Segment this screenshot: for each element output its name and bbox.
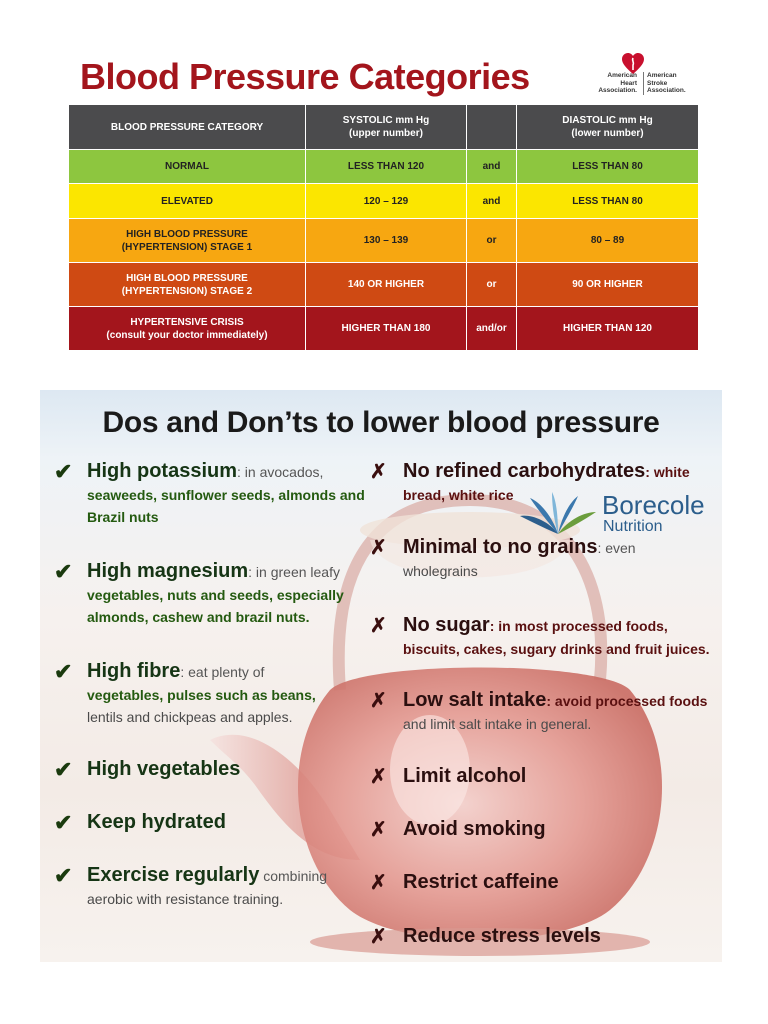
table-row: ELEVATED 120 – 129 and LESS THAN 80 — [68, 183, 699, 219]
cross-icon: ✗ — [370, 872, 387, 894]
asa-right-text: American Stroke Association. — [643, 72, 697, 95]
brand-sub: Nutrition — [603, 518, 663, 535]
cross-icon: ✗ — [370, 819, 387, 841]
category-cell: HIGH BLOOD PRESSURE (HYPERTENSION) STAGE… — [68, 262, 306, 307]
connector-cell: and — [466, 183, 517, 219]
connector-cell: and — [466, 149, 517, 184]
systolic-cell: LESS THAN 120 — [305, 149, 467, 184]
check-icon: ✔ — [54, 459, 73, 484]
borecole-logo: Borecole Nutrition — [518, 490, 718, 540]
table-row: HYPERTENSIVE CRISIS (consult your doctor… — [68, 306, 699, 351]
page-title: Blood Pressure Categories — [80, 56, 530, 97]
check-icon: ✔ — [54, 810, 73, 835]
cross-icon: ✗ — [370, 537, 387, 559]
diastolic-cell: 80 – 89 — [516, 218, 699, 263]
aha-left-text: American Heart Association. — [598, 72, 637, 94]
systolic-cell: 130 – 139 — [305, 218, 467, 263]
brand-name: Borecole — [602, 490, 705, 520]
category-cell: HYPERTENSIVE CRISIS (consult your doctor… — [68, 306, 306, 351]
table-row: HIGH BLOOD PRESSURE (HYPERTENSION) STAGE… — [68, 262, 699, 307]
systolic-cell: 140 OR HIGHER — [305, 262, 467, 307]
header-systolic: SYSTOLIC mm Hg (upper number) — [305, 104, 467, 150]
cross-icon: ✗ — [370, 926, 387, 948]
header-category: BLOOD PRESSURE CATEGORY — [68, 104, 306, 150]
check-icon: ✔ — [54, 659, 73, 684]
cross-icon: ✗ — [370, 766, 387, 788]
systolic-cell: HIGHER THAN 180 — [305, 306, 467, 351]
leaf-fan-icon — [520, 492, 596, 534]
check-icon: ✔ — [54, 863, 73, 888]
connector-cell: or — [466, 262, 517, 307]
cross-icon: ✗ — [370, 461, 387, 483]
bp-category-table: BLOOD PRESSURE CATEGORY SYSTOLIC mm Hg (… — [68, 104, 699, 351]
connector-cell: and/or — [466, 306, 517, 351]
systolic-cell: 120 – 129 — [305, 183, 467, 219]
category-cell: ELEVATED — [68, 183, 306, 219]
check-icon: ✔ — [54, 757, 73, 782]
diastolic-cell: HIGHER THAN 120 — [516, 306, 699, 351]
check-icon: ✔ — [54, 559, 73, 584]
table-row: NORMAL LESS THAN 120 and LESS THAN 80 — [68, 149, 699, 184]
category-cell: NORMAL — [68, 149, 306, 184]
header-connector — [466, 104, 517, 150]
category-cell: HIGH BLOOD PRESSURE (HYPERTENSION) STAGE… — [68, 218, 306, 263]
diastolic-cell: 90 OR HIGHER — [516, 262, 699, 307]
cross-icon: ✗ — [370, 615, 387, 637]
dos-donts-poster: Dos and Don’ts to lower blood pressure B… — [40, 390, 722, 962]
diastolic-cell: LESS THAN 80 — [516, 183, 699, 219]
table-row: HIGH BLOOD PRESSURE (HYPERTENSION) STAGE… — [68, 218, 699, 263]
connector-cell: or — [466, 218, 517, 263]
teapot-illustration — [210, 493, 663, 956]
poster-title: Dos and Don’ts to lower blood pressure — [102, 406, 660, 439]
table-header-row: BLOOD PRESSURE CATEGORY SYSTOLIC mm Hg (… — [68, 104, 699, 150]
header-diastolic: DIASTOLIC mm Hg (lower number) — [516, 104, 699, 150]
heart-torch-icon — [622, 53, 644, 74]
cross-icon: ✗ — [370, 690, 387, 712]
diastolic-cell: LESS THAN 80 — [516, 149, 699, 184]
aha-logo: American Heart Association. American Str… — [585, 52, 695, 98]
